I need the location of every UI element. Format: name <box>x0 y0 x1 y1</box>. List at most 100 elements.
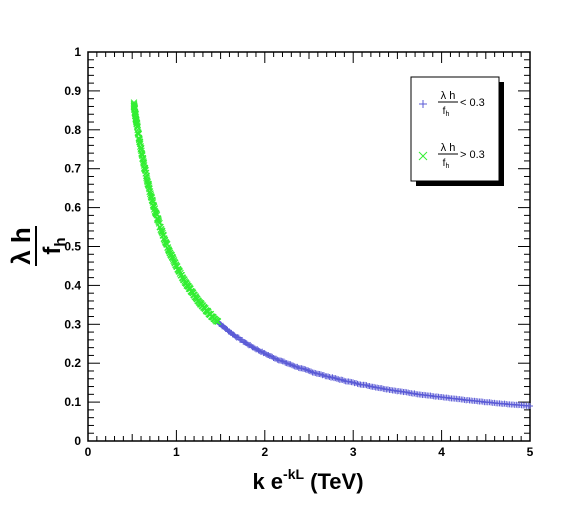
x-tick-label: 5 <box>527 445 534 459</box>
legend-entry-above-numerator: λ h <box>441 142 456 154</box>
data-point <box>306 368 313 375</box>
marker-stroke <box>155 217 162 224</box>
axis-ticks <box>87 51 531 442</box>
y-tick-label: 0.5 <box>64 240 81 254</box>
marker-stroke <box>150 202 158 210</box>
legend-cross-glyph <box>418 151 428 161</box>
data-point <box>294 363 301 370</box>
data-point <box>350 379 357 386</box>
legend-box <box>410 76 500 182</box>
data-point <box>371 383 378 390</box>
data-point <box>318 371 325 378</box>
marker-stroke <box>163 241 171 248</box>
marker-stroke <box>187 285 194 293</box>
data-point <box>378 385 385 392</box>
x-axis-title-base: k e <box>252 469 283 494</box>
legend-entry-above-f: f <box>443 158 446 169</box>
marker-stroke <box>159 229 166 237</box>
marker-stroke <box>147 190 154 198</box>
marker-stroke <box>132 112 139 120</box>
legend-entry-below-f: f <box>443 106 446 117</box>
y-tick-label: 0.3 <box>64 317 81 331</box>
y-axis-title-denominator-sub: h <box>52 237 69 246</box>
marker-stroke <box>139 156 147 163</box>
data-point <box>303 366 310 373</box>
marker-stroke <box>168 251 176 259</box>
data-point <box>138 149 145 157</box>
y-tick-label: 0.1 <box>64 395 81 409</box>
series-layer <box>130 99 533 410</box>
x-tick-labels: 0 1 2 3 4 5 <box>85 445 534 459</box>
data-point <box>320 371 327 378</box>
x-tick-label: 3 <box>350 445 357 459</box>
legend-entry-above: λ h fh > 0.3 <box>418 142 485 170</box>
legend-entry-above-condition: > 0.3 <box>460 149 485 161</box>
marker-stroke <box>133 120 141 128</box>
data-point <box>384 386 391 393</box>
marker-stroke <box>155 218 163 226</box>
y-tick-label: 0 <box>74 434 81 448</box>
data-point <box>339 376 346 383</box>
y-axis-title: λ h fh <box>6 226 69 266</box>
marker-stroke <box>157 225 165 233</box>
marker-stroke <box>151 207 159 215</box>
legend-plus-glyph <box>419 100 427 108</box>
legend-entry-below-sub: h <box>445 111 449 118</box>
marker-stroke <box>166 247 173 255</box>
data-point <box>411 390 418 397</box>
x-tick-label: 2 <box>261 445 268 459</box>
y-tick-labels: 0 0.1 0.2 0.3 0.4 0.5 0.6 0.7 0.8 0.9 1 <box>64 45 81 448</box>
marker-stroke <box>214 318 222 325</box>
marker-stroke <box>164 244 172 252</box>
data-point <box>284 360 291 367</box>
marker-stroke <box>149 199 157 206</box>
marker-stroke <box>146 188 154 195</box>
marker-stroke <box>178 271 186 279</box>
legend-entry-above-sub: h <box>445 163 449 170</box>
series-above <box>130 99 222 325</box>
y-axis-title-denominator-base: f <box>39 246 66 255</box>
marker-stroke <box>170 257 178 264</box>
data-point <box>329 374 336 381</box>
x-axis-title-unit: (TeV) <box>304 469 363 494</box>
legend-entry-above-denominator: fh <box>443 158 450 170</box>
legend-entry-below-denominator: fh <box>443 106 450 118</box>
data-point <box>325 373 332 380</box>
data-point <box>305 367 312 374</box>
marker-stroke <box>157 223 164 231</box>
data-point <box>214 318 222 325</box>
x-tick-label: 0 <box>85 445 92 459</box>
legend-entry-below-condition: < 0.3 <box>460 97 485 109</box>
data-point <box>366 383 373 390</box>
marker-stroke <box>418 151 428 161</box>
marker-stroke <box>169 255 177 263</box>
x-tick-label: 1 <box>173 445 180 459</box>
marker-stroke <box>173 263 181 271</box>
marker-stroke <box>145 182 153 190</box>
marker-stroke <box>143 177 151 185</box>
y-tick-label: 0.4 <box>64 278 81 292</box>
x-axis-title: k e-kL (TeV) <box>252 466 363 494</box>
marker-stroke <box>144 178 151 186</box>
marker-stroke <box>177 269 184 277</box>
marker-stroke <box>140 158 147 165</box>
y-tick-label: 0.8 <box>64 123 81 137</box>
data-point <box>265 352 272 359</box>
x-axis-title-sup: -kL <box>283 466 304 482</box>
data-point <box>312 370 319 377</box>
legend-entry-below-numerator: λ h <box>441 90 456 102</box>
marker-stroke <box>180 276 188 284</box>
marker-stroke <box>143 174 150 182</box>
data-point <box>353 380 360 387</box>
data-point <box>527 403 533 410</box>
data-point <box>288 362 295 369</box>
data-point <box>155 218 163 226</box>
y-axis-title-numerator: λ h <box>6 227 36 265</box>
legend-entry-below: λ h fh < 0.3 <box>419 90 485 118</box>
data-point <box>308 368 315 375</box>
data-point <box>278 357 285 364</box>
data-point <box>341 377 348 384</box>
y-tick-label: 0.7 <box>64 162 81 176</box>
legend-marker-plus-icon <box>419 100 427 108</box>
x-tick-label: 4 <box>438 445 445 459</box>
